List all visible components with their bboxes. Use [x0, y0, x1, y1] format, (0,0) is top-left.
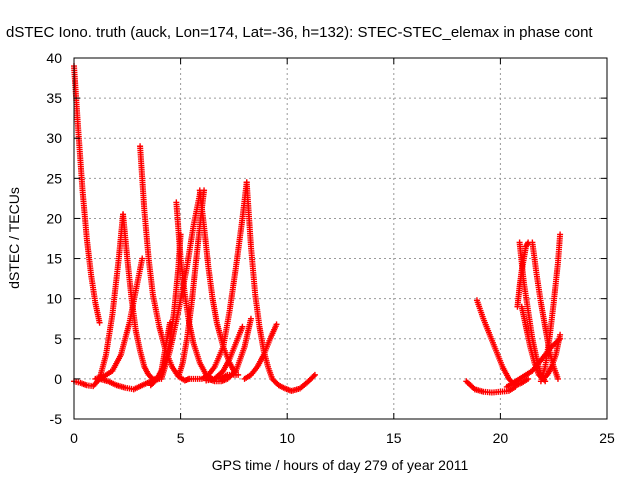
data-point [311, 371, 318, 378]
data-point [152, 377, 159, 384]
x-tick-label: 25 [599, 430, 615, 446]
x-tick-label: 20 [493, 430, 509, 446]
y-tick-label: 25 [46, 170, 62, 186]
data-point [96, 319, 103, 326]
data-point [554, 375, 561, 382]
x-tick-label: 10 [279, 430, 295, 446]
y-tick-label: -5 [50, 411, 63, 427]
data-point [247, 315, 254, 322]
y-tick-label: 5 [54, 331, 62, 347]
y-tick-label: 30 [46, 130, 62, 146]
data-point [239, 323, 246, 330]
data-point [139, 255, 146, 262]
y-axis-label: dSTEC / TECUs [6, 187, 22, 289]
plot-frame [73, 57, 608, 420]
chart-title: dSTEC Iono. truth (auck, Lon=174, Lat=-3… [6, 24, 593, 41]
data-point [235, 371, 242, 378]
x-axis-label: GPS time / hours of day 279 of year 2011 [212, 457, 469, 473]
grid [74, 58, 607, 419]
y-tick-label: 20 [46, 210, 62, 226]
axis-ticks: 0 5 10 15 20 25 -5 0 5 10 15 20 25 30 35 40 [46, 50, 615, 446]
data-point [557, 231, 564, 238]
data-point [525, 375, 532, 382]
x-tick-label: 0 [70, 430, 78, 446]
data-point [310, 373, 317, 380]
x-tick-label: 5 [177, 430, 185, 446]
data-point [273, 321, 280, 328]
data-point [557, 331, 564, 338]
y-tick-label: 10 [46, 291, 62, 307]
x-tick-label: 15 [386, 430, 402, 446]
data-points [71, 63, 564, 396]
y-tick-label: 15 [46, 251, 62, 267]
y-tick-label: 35 [46, 90, 62, 106]
y-tick-label: 40 [46, 50, 62, 66]
y-tick-label: 0 [54, 371, 62, 387]
